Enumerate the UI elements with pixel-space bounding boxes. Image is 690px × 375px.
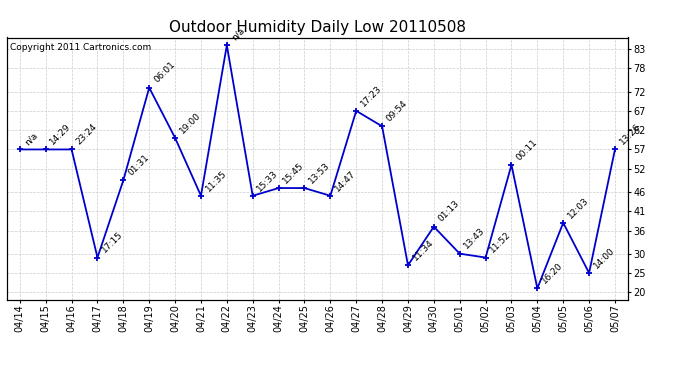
Text: 14:29: 14:29 — [48, 122, 73, 147]
Title: Outdoor Humidity Daily Low 20110508: Outdoor Humidity Daily Low 20110508 — [169, 20, 466, 35]
Text: 06:01: 06:01 — [152, 60, 177, 85]
Text: 01:31: 01:31 — [126, 153, 151, 177]
Text: 11:52: 11:52 — [489, 230, 513, 255]
Text: 01:13: 01:13 — [437, 199, 462, 224]
Text: n/a: n/a — [23, 130, 39, 147]
Text: 23:24: 23:24 — [75, 122, 99, 147]
Text: 15:33: 15:33 — [255, 168, 280, 193]
Text: 00:11: 00:11 — [514, 138, 539, 162]
Text: 13:43: 13:43 — [462, 226, 487, 251]
Text: 17:15: 17:15 — [100, 230, 125, 255]
Text: 17:23: 17:23 — [359, 84, 384, 108]
Text: 11:35: 11:35 — [204, 168, 228, 193]
Text: 15:45: 15:45 — [282, 161, 306, 185]
Text: n/a: n/a — [230, 26, 246, 42]
Text: 12:03: 12:03 — [566, 195, 591, 220]
Text: 13:26: 13:26 — [618, 122, 642, 147]
Text: 11:34: 11:34 — [411, 238, 435, 262]
Text: 14:47: 14:47 — [333, 168, 357, 193]
Text: 14:00: 14:00 — [592, 246, 616, 270]
Text: Copyright 2011 Cartronics.com: Copyright 2011 Cartronics.com — [10, 43, 151, 52]
Text: 13:53: 13:53 — [307, 160, 332, 185]
Text: 19:00: 19:00 — [178, 110, 203, 135]
Text: 16:20: 16:20 — [540, 261, 564, 286]
Text: 09:54: 09:54 — [385, 99, 409, 123]
